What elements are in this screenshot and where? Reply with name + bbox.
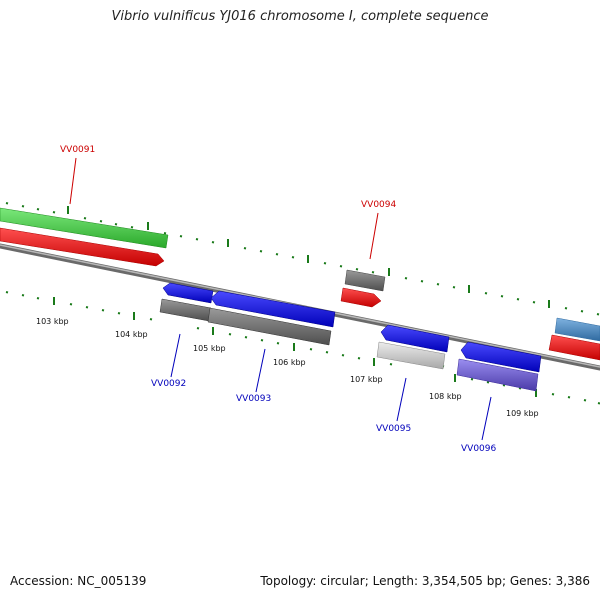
gene-vv0093[interactable] (210, 290, 336, 328)
gene-label-vv0096[interactable]: VV0096 (461, 444, 496, 454)
gene-label-vv0092[interactable]: VV0092 (151, 379, 186, 389)
accession-value: NC_005139 (77, 574, 147, 588)
sequence-summary: Topology: circular; Length: 3,354,505 bp… (260, 574, 590, 588)
feature-bar-lightgray[interactable] (376, 341, 446, 370)
feature-bar-steelblue[interactable] (554, 317, 600, 342)
map-title: Vibrio vulnificus YJ016 chromosome I, co… (111, 9, 489, 24)
gene-vv0091[interactable] (0, 227, 165, 267)
gene-vv0095[interactable] (380, 324, 450, 353)
upper-tick-track (5, 202, 600, 316)
length-label: Length: (372, 574, 419, 588)
feature-bar-purple[interactable] (456, 358, 539, 392)
topology-value: circular (320, 574, 365, 588)
feature-bar-gray[interactable] (159, 298, 212, 322)
kbp-label: 104 kbp (115, 330, 148, 339)
gene-vv0094[interactable] (340, 287, 382, 308)
kbp-label: 109 kbp (506, 409, 539, 418)
kbp-label: 108 kbp (429, 392, 462, 401)
gene-vv0092[interactable] (162, 282, 214, 304)
accession-label: Accession: (10, 574, 74, 588)
topology-label: Topology: (260, 574, 317, 588)
kbp-label: 105 kbp (193, 344, 226, 353)
gene-vv0096[interactable] (460, 341, 542, 373)
kbp-scale: 103 kbp 104 kbp 105 kbp 106 kbp 107 kbp … (36, 317, 539, 418)
gene-unlabeled-red[interactable] (548, 334, 600, 361)
feature-bar-green[interactable] (0, 207, 169, 249)
genes-value: 3,386 (555, 574, 590, 588)
genes-label: Genes: (509, 574, 552, 588)
feature-bar-gray[interactable] (344, 269, 386, 292)
gene-labels: VV0091 VV0094 VV0092 VV0093 VV0095 VV009… (60, 145, 496, 454)
gene-label-vv0095[interactable]: VV0095 (376, 424, 411, 434)
gene-label-vv0093[interactable]: VV0093 (236, 394, 271, 404)
accession-info: Accession: NC_005139 (10, 574, 146, 588)
kbp-label: 106 kbp (273, 358, 306, 367)
gene-label-vv0091[interactable]: VV0091 (60, 145, 95, 155)
length-value: 3,354,505 bp (421, 574, 502, 588)
kbp-label: 107 kbp (350, 375, 383, 384)
callout-lines (69, 157, 492, 441)
lower-tick-track (5, 291, 600, 405)
gene-label-vv0094[interactable]: VV0094 (361, 200, 396, 210)
feature-bar-gray[interactable] (207, 307, 332, 346)
kbp-label: 103 kbp (36, 317, 69, 326)
